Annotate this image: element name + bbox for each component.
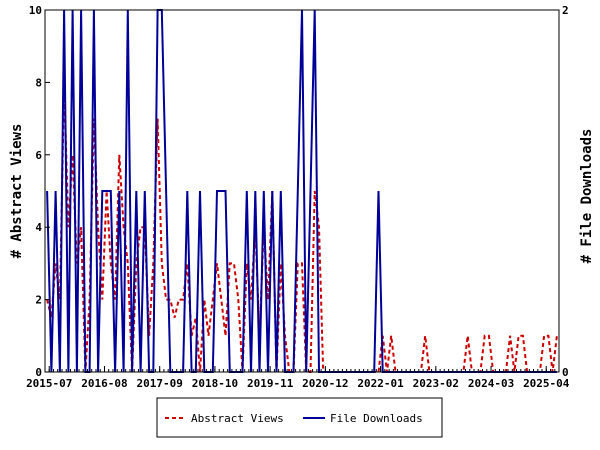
y-left-tick-label: 2 [35,294,42,307]
x-tick-label: 2016-08 [81,377,127,390]
legend: Abstract Views File Downloads [156,397,443,438]
y-left-axis-title: # Abstract Views [9,124,25,259]
y-left-tick-label: 6 [35,149,42,162]
x-tick-label: 2018-10 [192,377,238,390]
x-tick-label: 2024-03 [468,377,514,390]
x-tick-label: 2023-02 [413,377,459,390]
series-layer [46,9,558,373]
y-left-tick-label: 10 [29,4,42,17]
x-tick-label: 2015-07 [26,377,72,390]
x-tick-label: 2019-11 [247,377,294,390]
plot-frame [44,9,560,373]
y-right-tick-label: 2 [562,4,569,17]
y-left-tick-label: 0 [35,366,42,379]
y-left-tick-label: 4 [35,221,42,234]
y-right-axis-title: # File Downloads [579,129,595,264]
x-tick-label: 2020-12 [302,377,348,390]
x-tick-label: 2022-01 [357,377,404,390]
series-line-file-downloads [46,9,557,373]
legend-label-abstract-views: Abstract Views [191,412,284,425]
ticks-layer: 2015-07 2016-08 2017-09 2018-10 2019-11 2020-… [26,4,570,390]
x-tick-label: 2017-09 [137,377,183,390]
y-right-tick-label: 0 [562,366,569,379]
x-tick-label: 2025-04 [523,377,570,390]
y-left-tick-label: 8 [35,76,42,89]
legend-label-file-downloads: File Downloads [330,412,423,425]
legend-box [156,397,443,438]
